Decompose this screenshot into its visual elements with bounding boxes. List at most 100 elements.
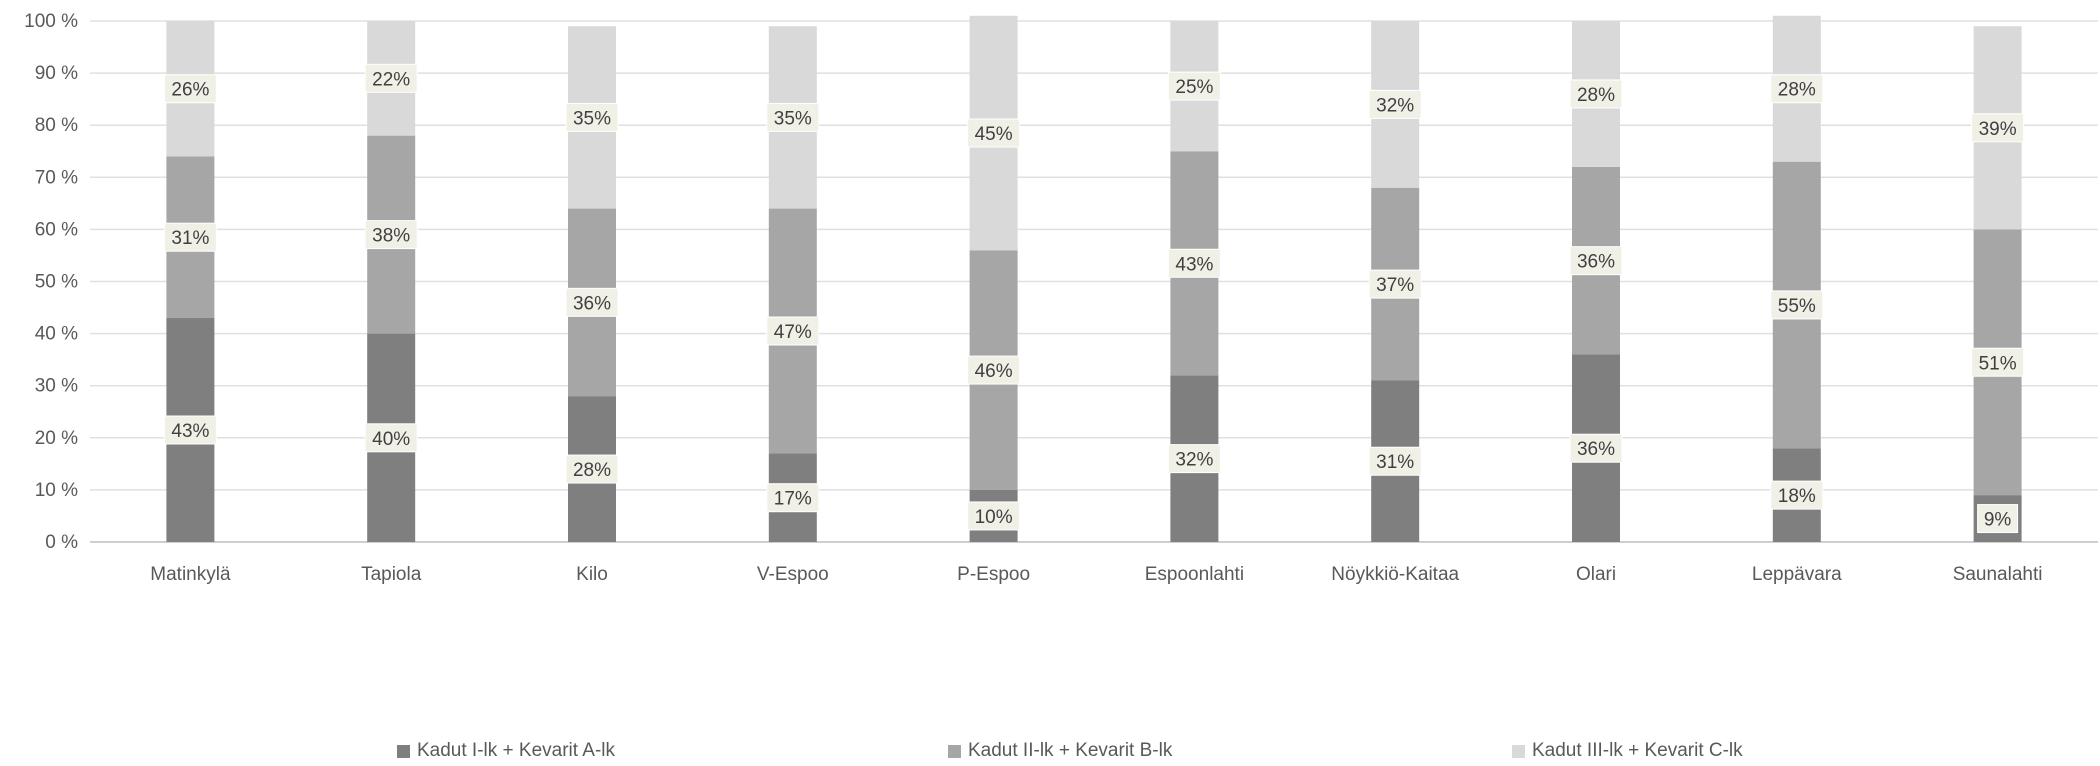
data-label-text: 28% (1778, 80, 1816, 101)
data-label: 25% (1167, 71, 1221, 101)
y-tick-label: 10 % (35, 480, 78, 501)
data-label-box (1569, 433, 1623, 463)
y-tick-label: 100 % (24, 11, 78, 32)
legend-label: Kadut II-lk + Kevarit B-lk (968, 740, 1173, 761)
data-label-box (565, 287, 619, 317)
data-label-box (565, 102, 619, 132)
data-label: 40% (364, 423, 418, 453)
data-label: 39% (1971, 113, 2025, 143)
y-tick-label: 40 % (35, 324, 78, 345)
data-label-box (1569, 79, 1623, 109)
legend-item: Kadut I-lk + Kevarit A-lk (397, 740, 615, 762)
data-label: 37% (1368, 269, 1422, 299)
legend-swatch (397, 744, 410, 758)
data-label-text: 25% (1175, 77, 1213, 98)
data-label: 28% (1770, 74, 1824, 104)
legend-label: Kadut I-lk + Kevarit A-lk (417, 740, 615, 761)
data-labels: 43% 31% 26% 40% 38% 22% 28% 36% 35% 17% 47% 35% 10% 4… (163, 63, 2025, 534)
data-label: 9% (1977, 504, 2019, 534)
x-category-label: Saunalahti (1953, 564, 2043, 585)
data-label-box (364, 63, 418, 93)
data-label-text: 32% (1175, 450, 1213, 471)
y-tick-label: 80 % (35, 115, 78, 136)
x-category-label: P-Espoo (957, 564, 1030, 585)
data-label: 35% (766, 102, 820, 132)
data-label-box (1167, 444, 1221, 474)
data-label-box (1368, 89, 1422, 119)
data-label: 31% (1368, 446, 1422, 476)
data-label: 36% (1569, 433, 1623, 463)
data-label: 28% (1569, 79, 1623, 109)
data-label-box (766, 102, 820, 132)
data-label: 36% (1569, 246, 1623, 276)
data-label: 18% (1770, 480, 1824, 510)
x-category-label: Matinkylä (150, 564, 231, 585)
x-category-label: Espoonlahti (1145, 564, 1244, 585)
legend-item: Kadut III-lk + Kevarit C-lk (1512, 740, 1743, 762)
stacked-bar-chart: 0 % 10 % 20 % 30 % 40 % 50 % 60 % 70 % 80 % 90 % 1… (24, 11, 2098, 585)
data-label-box (1368, 446, 1422, 476)
data-label-text: 46% (975, 361, 1013, 382)
data-label-text: 10% (975, 507, 1013, 528)
data-label: 38% (364, 220, 418, 250)
data-label-box (967, 355, 1021, 385)
data-label: 43% (1167, 248, 1221, 278)
y-tick-label: 60 % (35, 219, 78, 240)
x-category-label: Kilo (576, 564, 608, 585)
data-label: 10% (967, 501, 1021, 531)
data-label-box (1971, 347, 2025, 377)
data-label: 35% (565, 102, 619, 132)
data-label-box (1368, 269, 1422, 299)
data-label-text: 36% (1577, 439, 1615, 460)
data-label-box (163, 74, 217, 104)
data-label-box (766, 483, 820, 513)
data-label-text: 31% (171, 228, 209, 249)
data-label-text: 51% (1979, 353, 2017, 374)
data-label-text: 40% (372, 429, 410, 450)
y-tick-label: 0 % (45, 532, 78, 553)
data-label-text: 28% (573, 460, 611, 481)
data-label: 26% (163, 74, 217, 104)
data-label-box (364, 220, 418, 250)
legend-swatch (1512, 744, 1525, 758)
data-label: 31% (163, 222, 217, 252)
y-tick-label: 50 % (35, 272, 78, 293)
data-label-box (967, 501, 1021, 531)
data-label-box (967, 118, 1021, 148)
data-label: 22% (364, 63, 418, 93)
data-label-box (163, 222, 217, 252)
data-label-box (1770, 480, 1824, 510)
data-label-text: 35% (774, 108, 812, 129)
data-label-text: 22% (372, 69, 410, 90)
data-label: 47% (766, 316, 820, 346)
data-label-text: 9% (1984, 510, 2012, 531)
data-label-box (1770, 290, 1824, 320)
legend-item: Kadut II-lk + Kevarit B-lk (948, 740, 1172, 762)
data-label: 36% (565, 287, 619, 317)
data-label-text: 39% (1979, 119, 2017, 140)
y-tick-label: 20 % (35, 428, 78, 449)
data-label-text: 18% (1778, 486, 1816, 507)
data-label-box (766, 316, 820, 346)
data-label-box (1977, 504, 2019, 534)
data-label-text: 35% (573, 108, 611, 129)
data-label: 55% (1770, 290, 1824, 320)
x-category-label: Olari (1576, 564, 1616, 585)
data-label: 32% (1368, 89, 1422, 119)
data-label-text: 26% (171, 80, 209, 101)
data-label-text: 43% (1175, 254, 1213, 275)
data-label: 51% (1971, 347, 2025, 377)
data-label-text: 31% (1376, 452, 1414, 473)
data-label-box (364, 423, 418, 453)
data-label-text: 43% (171, 421, 209, 442)
data-label-box (1971, 113, 2025, 143)
data-label-box (1770, 74, 1824, 104)
data-label-text: 36% (573, 293, 611, 314)
legend-label: Kadut III-lk + Kevarit C-lk (1532, 740, 1743, 761)
data-label-text: 37% (1376, 275, 1414, 296)
data-label-box (565, 454, 619, 484)
x-axis-categories: Matinkylä Tapiola Kilo V-Espoo P-Espoo Espoon… (150, 564, 2042, 585)
data-label-box (163, 415, 217, 445)
y-axis-ticks: 0 % 10 % 20 % 30 % 40 % 50 % 60 % 70 % 80 % 90 % 1… (24, 11, 78, 553)
legend-swatch (948, 744, 961, 758)
